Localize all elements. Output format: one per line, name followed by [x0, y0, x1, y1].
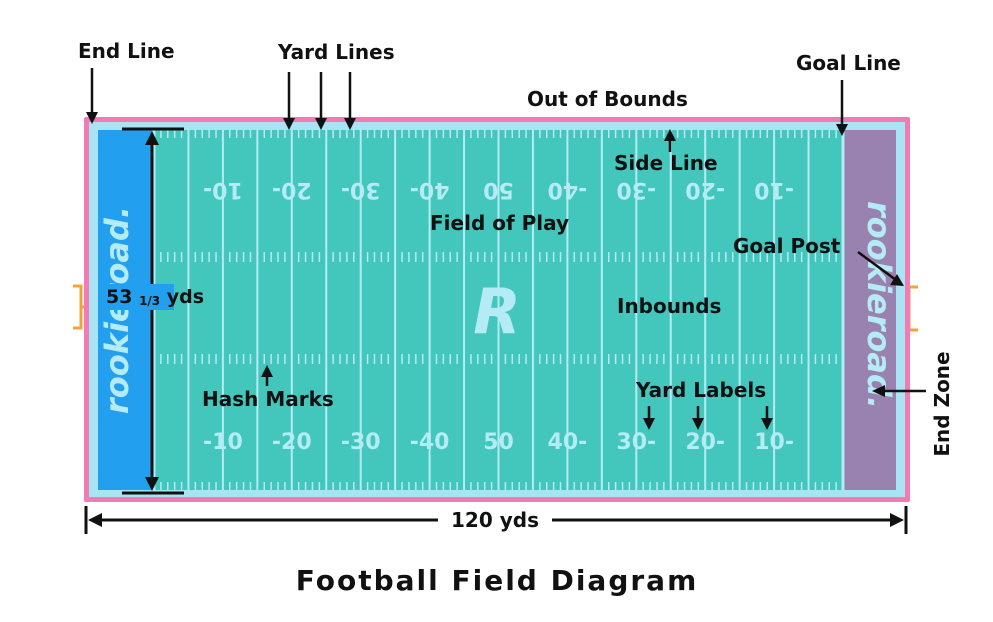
inbounds-label: Inbounds — [617, 294, 721, 318]
callout-arrows — [86, 68, 926, 430]
yard-number-top: 50 — [483, 177, 514, 202]
yard-number-top: 10- — [203, 177, 243, 202]
yard-number-bottom: 30- — [616, 430, 656, 455]
logo-letter: R — [473, 275, 521, 348]
length-arrow-left — [88, 513, 102, 527]
center-logo: R — [473, 275, 521, 348]
length-label: 120 yds — [451, 508, 539, 532]
yard-number-bottom: 50 — [483, 430, 514, 455]
yard-lines-label: Yard Lines — [277, 40, 395, 64]
yard-labels-label: Yard Labels — [635, 378, 766, 402]
yard-number-top: -10 — [754, 177, 794, 202]
goal-post-right-uprights — [907, 285, 918, 332]
yard-number-bottom: -40 — [410, 430, 450, 455]
yard-number-top: -20 — [685, 177, 725, 202]
yard-number-top: 30- — [341, 177, 381, 202]
yard-number-bottom: -10 — [203, 430, 243, 455]
width-arrow-up — [145, 131, 159, 145]
side-line-ticks — [160, 130, 837, 490]
diagram-title: Football Field Diagram — [296, 564, 699, 597]
end-zone-label: End Zone — [930, 351, 954, 456]
brand-right-end-zone: rookieroad. — [860, 201, 898, 409]
field-of-play-label: Field of Play — [430, 211, 569, 235]
goal-line-label: Goal Line — [796, 51, 901, 75]
yard-number-bottom: 40- — [548, 430, 588, 455]
yard-numbers-bottom: -10 -20 -30 -40 50 40- 30- 20- 10- — [203, 430, 794, 455]
yard-numbers-top: 10- 20- 30- 40- 50 -40 -30 -20 -10 — [203, 177, 794, 202]
hash-marks — [160, 252, 837, 364]
width-measure — [122, 127, 184, 495]
right-end-zone — [843, 130, 896, 490]
yard-number-top: 20- — [272, 177, 312, 202]
length-measure — [84, 506, 908, 534]
end-line-label: End Line — [78, 39, 175, 63]
length-arrow-right — [890, 513, 904, 527]
yard-number-top: -40 — [548, 177, 588, 202]
width-label: 53 1/3 yds — [106, 286, 204, 310]
width-arrow-down — [145, 477, 159, 491]
hash-marks-label: Hash Marks — [202, 387, 334, 411]
goal-post-label: Goal Post — [733, 234, 841, 258]
out-of-bounds-label: Out of Bounds — [527, 87, 688, 111]
goal-post-left-uprights — [73, 284, 83, 330]
yard-number-bottom: -30 — [341, 430, 381, 455]
width-label-bg — [104, 284, 174, 310]
yard-number-bottom: 10- — [754, 430, 794, 455]
yard-number-bottom: 20- — [685, 430, 725, 455]
yard-number-bottom: -20 — [272, 430, 312, 455]
yard-number-top: -30 — [616, 177, 656, 202]
side-line-label: Side Line — [614, 151, 718, 175]
yard-number-top: 40- — [410, 177, 450, 202]
field-of-play-area — [98, 130, 896, 490]
